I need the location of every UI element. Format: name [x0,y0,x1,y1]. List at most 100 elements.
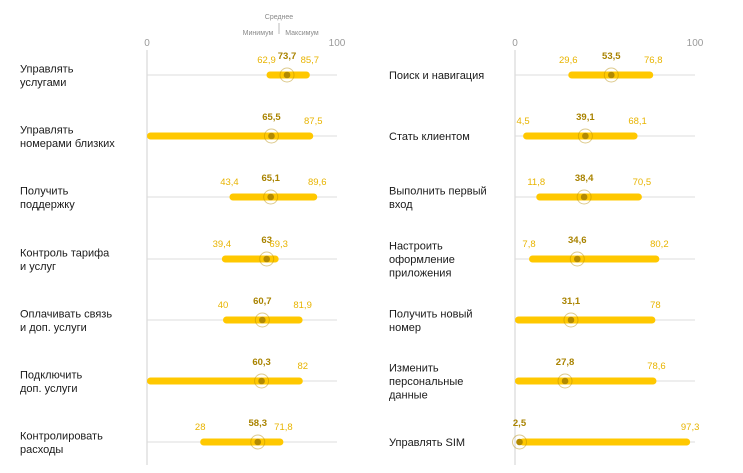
max-value-label: 70,5 [633,177,652,188]
task-label: Управлять SIM [389,437,465,449]
max-value-label: 78,6 [647,361,666,372]
min-value-label: 43,4 [220,177,239,188]
avg-marker-ring [512,434,527,450]
task-label: Подключить [20,369,82,381]
max-value-label: 89,6 [308,177,327,188]
avg-marker-dot [580,193,588,201]
avg-value-label: 58,3 [249,418,268,429]
max-value-label: 85,7 [301,55,320,66]
range-bar [536,193,642,201]
task-label: вход [389,199,413,211]
legend-min: Минимум [243,30,274,37]
task-label: услугами [20,77,66,89]
max-value-label: 97,3 [681,422,700,433]
avg-value-label: 31,1 [562,296,581,307]
max-value-label: 69,3 [269,239,288,250]
avg-value-label: 65,1 [261,173,280,184]
avg-marker-dot [608,71,615,79]
min-value-label: 62,9 [257,55,276,66]
avg-marker-ring [603,67,619,83]
avg-marker-ring [250,434,266,450]
task-label: данные [389,390,428,402]
avg-marker-dot [258,377,265,385]
task-label: Получить [20,185,69,197]
legend-max: Максимум [285,30,319,37]
task-label: поддержку [20,199,75,211]
range-bar [523,132,638,140]
avg-marker-ring [259,251,275,267]
tick-label-0: 0 [144,38,150,49]
avg-marker-dot [254,438,262,446]
max-value-label: 82 [298,361,309,372]
task-label: Управлять [20,63,74,75]
task-label: Контроль тарифа [20,247,110,259]
avg-marker-ring [563,312,579,328]
range-bar [147,377,303,385]
task-label: доп. услуги [20,383,78,395]
min-value-label: 29,6 [559,55,578,66]
avg-marker-ring [577,128,593,144]
avg-marker-ring [569,251,585,267]
tick-label-100: 100 [329,38,346,49]
avg-marker-dot [267,193,274,201]
avg-marker-dot [268,132,275,140]
min-value-label: 39,4 [213,239,232,250]
max-value-label: 76,8 [644,55,663,66]
avg-marker-ring [263,189,279,205]
legend-avg: Среднее [265,14,294,21]
avg-marker-dot [516,438,523,446]
max-value-label: 80,2 [650,239,669,250]
min-value-label: 4,5 [516,116,529,127]
avg-marker-dot [582,132,589,140]
avg-value-label: 53,5 [602,51,621,62]
avg-marker-ring [279,67,295,83]
avg-marker-ring [557,373,573,389]
avg-marker-dot [573,255,581,263]
avg-marker-ring [576,189,592,205]
task-label: оформление [389,254,455,266]
range-bar [515,377,657,385]
avg-marker-dot [283,71,291,79]
task-label: Поиск и навигация [389,70,484,82]
task-label: Изменить [389,363,439,375]
min-value-label: 11,8 [527,177,545,188]
max-value-label: 81,9 [293,300,312,311]
avg-marker-dot [263,255,271,263]
task-label: Стать клиентом [389,131,470,143]
task-label: персональные [389,376,463,388]
min-value-label: 7,8 [522,239,535,250]
range-bar [221,255,279,263]
task-label: и доп. услуги [20,322,87,334]
task-label: номерами близких [20,138,115,150]
avg-value-label: 60,3 [252,357,271,368]
min-value-label: 40 [218,300,229,311]
avg-value-label: 65,5 [262,112,281,123]
avg-marker-dot [259,316,266,324]
task-label: Оплачивать связь [20,308,112,320]
avg-value-label: 60,7 [253,296,272,307]
range-bar [529,255,660,263]
task-label: номер [389,322,421,334]
avg-value-label: 63 [261,235,272,246]
task-label: Управлять [20,124,74,136]
max-value-label: 71,8 [274,422,293,433]
task-label: Контролировать [20,430,103,442]
avg-marker-dot [561,377,569,385]
task-label: расходы [20,444,63,456]
max-value-label: 87,5 [304,116,323,127]
tick-label-0: 0 [512,38,518,49]
avg-marker-ring [254,373,270,389]
avg-value-label: 73,7 [278,51,297,62]
range-bar [147,132,314,140]
range-bar [515,316,656,324]
range-bar [200,438,284,446]
max-value-label: 68,1 [628,116,647,127]
task-label: Получить новый [389,308,473,320]
max-value-label: 78 [650,300,661,311]
avg-value-label: 38,4 [575,173,594,184]
task-label: и услуг [20,261,56,273]
avg-value-label: 27,8 [556,357,575,368]
task-label: приложения [389,268,451,280]
avg-value-label: 39,1 [576,112,595,123]
